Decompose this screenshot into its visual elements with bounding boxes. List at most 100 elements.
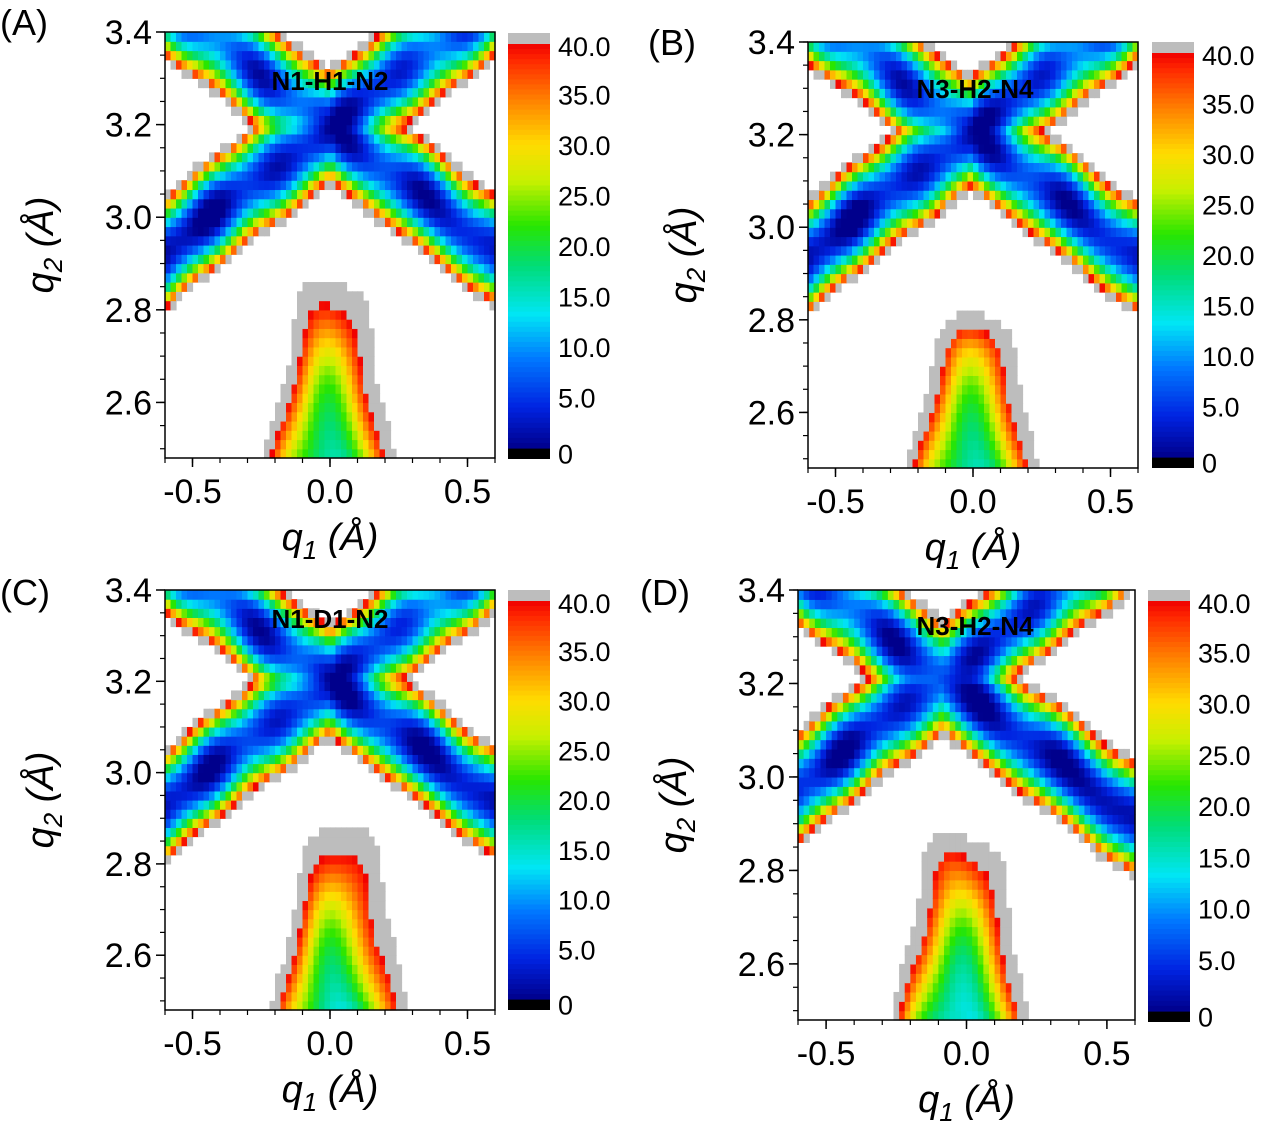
heatmap-cell [352,337,359,348]
heatmap-cell [352,681,359,692]
colorbar-segment [1152,244,1194,251]
heatmap-cell [1000,88,1007,99]
heatmap-cell [1083,236,1090,247]
heatmap-cell [1066,88,1073,99]
heatmap-cell [275,672,282,682]
heatmap-cell [198,599,205,609]
heatmap-cell [209,50,216,61]
heatmap-cell [352,863,359,874]
heatmap-cell [214,617,221,628]
colorbar-segment [508,155,550,161]
heatmap-cell [352,448,359,459]
heatmap-cell [462,726,469,737]
heatmap-cell [181,790,188,801]
heatmap-cell [819,227,826,238]
heatmap-cell [297,393,304,404]
y-tick-label: 2.6 [748,394,795,432]
heatmap-cell [341,420,348,431]
heatmap-cell [379,207,386,218]
colorbar-segment [508,770,550,776]
heatmap-cell [879,199,886,210]
heatmap-cell [236,653,243,664]
heatmap-cell [813,273,820,284]
heatmap-cell [440,226,447,237]
heatmap-cell [467,235,474,246]
heatmap-cell [1127,236,1134,247]
heatmap-cell [374,873,381,883]
x-tick-label: -0.5 [163,473,222,511]
heatmap-cell [1011,153,1018,163]
heatmap-cell [225,644,232,655]
heatmap-cell [1017,412,1024,423]
heatmap-cell [984,134,991,145]
heatmap-cell [820,702,827,713]
heatmap-cell [379,106,386,116]
heatmap-cell [385,690,392,701]
x-tick-label: 0.5 [444,1025,491,1063]
heatmap-cell [236,189,243,200]
heatmap-cell [962,356,969,367]
heatmap-cell [335,282,342,292]
heatmap-cell [808,255,815,265]
heatmap-cell [374,635,381,646]
heatmap-cell [308,189,315,200]
heatmap-cell [973,403,980,414]
heatmap-cell [1105,282,1112,293]
heatmap-cell [368,681,375,692]
heatmap-cell [231,626,238,637]
heatmap-cell [192,827,199,838]
heatmap-cell [1094,264,1101,275]
heatmap-cell [357,198,364,209]
heatmap-cell [225,699,232,710]
colorbar-overflow [508,590,550,601]
heatmap-cell [995,440,1002,451]
heatmap-cell [978,310,985,321]
heatmap-cell [451,717,458,728]
heatmap-cell [1083,88,1090,99]
heatmap-cell [308,745,315,755]
heatmap-cell [330,617,337,628]
heatmap-cell [1017,79,1024,89]
heatmap-cell [473,254,480,265]
heatmap-cell [885,245,892,256]
heatmap-cell [456,180,463,191]
heatmap-cell [940,430,947,441]
heatmap-cell [1028,171,1035,182]
heatmap-cell [467,763,474,774]
heatmap-cell [341,708,348,719]
heatmap-cell [379,198,386,209]
heatmap-cell [192,69,199,79]
heatmap-cell [467,745,474,755]
y-tick-label: 2.6 [105,937,152,975]
heatmap-cell [1022,208,1029,219]
heatmap-cell [286,717,293,728]
heatmap-cell [302,964,309,975]
heatmap-cell [280,653,287,664]
heatmap-cell [302,319,309,329]
heatmap-cell [989,199,996,210]
heatmap-cell [820,805,827,815]
heatmap-cell [1033,51,1040,62]
heatmap-cell [1039,199,1046,210]
heatmap-cell [165,272,172,283]
heatmap-cell [863,208,870,219]
heatmap-cell [951,134,958,145]
heatmap-cell [945,393,952,404]
heatmap-cell [269,50,276,61]
heatmap-cell [1072,217,1079,228]
heatmap-cell [863,217,870,228]
heatmap-cell [368,383,375,394]
heatmap-cell [846,171,853,182]
heatmap-cell [846,180,853,191]
heatmap-cell [967,393,974,404]
heatmap-cell [390,207,397,218]
heatmap-cell [478,827,485,838]
heatmap-cell [214,745,221,755]
heatmap-cell [1110,79,1117,89]
heatmap-cell [231,69,238,79]
heatmap-cell [901,69,908,80]
heatmap-cell [192,217,199,228]
heatmap-cell [396,781,403,792]
heatmap-cell [396,161,403,172]
heatmap-cell [247,198,254,209]
